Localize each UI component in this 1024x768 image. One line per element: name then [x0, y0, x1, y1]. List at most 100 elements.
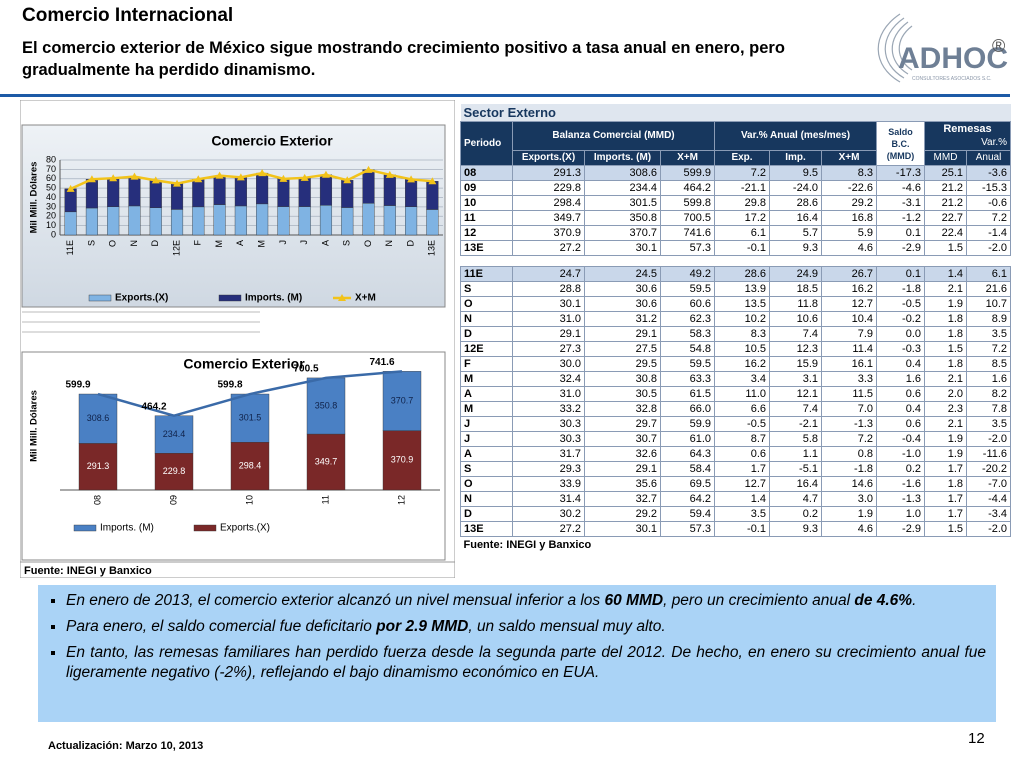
x-tick-label: A: [235, 240, 245, 246]
table-cell: 7.9: [821, 326, 877, 342]
table-cell: -17.3: [876, 165, 925, 181]
table-cell: 13.9: [714, 281, 770, 297]
table-cell: 0.1: [876, 225, 925, 241]
table-source: Fuente: INEGI y Banxico: [460, 536, 1011, 553]
table-title: Sector Externo: [460, 104, 1011, 122]
table-cell: 28.6: [714, 266, 770, 282]
table-cell: F: [460, 356, 513, 372]
y-tick-label: 80: [46, 154, 56, 164]
table-row: J 30.3 29.7 59.9 -0.5 -2.1 -1.3 0.6 2.1 3.5: [460, 416, 1012, 432]
x-tick-label: J: [299, 240, 309, 245]
table-row: 13E 27.2 30.1 57.3 -0.1 9.3 4.6 -2.9 1.5 -2.0: [460, 240, 1012, 256]
header-rule: [0, 94, 1010, 97]
table-cell: 9.5: [769, 165, 822, 181]
table-cell: 16.8: [821, 210, 877, 226]
table-cell: 8.3: [714, 326, 770, 342]
x-tick-label: 13E: [427, 240, 437, 256]
table-cell: 6.1: [965, 266, 1012, 282]
table-row: A 31.0 30.5 61.5 11.0 12.1 11.5 0.6 2.0 8.2: [460, 386, 1012, 402]
bar-segment: [85, 207, 98, 236]
table-cell: -15.3: [965, 180, 1012, 196]
table-cell: -5.1: [769, 461, 822, 477]
charts-panel: Fuente: INEGI y Banxico Comercio Exterio…: [20, 100, 455, 578]
marker: [428, 177, 437, 185]
table-cell: 10.6: [769, 311, 822, 327]
y-tick-label: 40: [46, 192, 56, 202]
table-cell: 8.3: [821, 165, 877, 181]
table-cell: -2.0: [965, 240, 1012, 256]
marker: [109, 174, 118, 182]
bullet-text: Para enero, el saldo comercial fue defic…: [66, 618, 377, 635]
table-cell: -20.2: [965, 461, 1012, 477]
bar-segment: [149, 207, 162, 236]
table-cell: 29.3: [512, 461, 585, 477]
table-cell: 10.4: [821, 311, 877, 327]
table-cell: 1.6: [965, 371, 1012, 387]
table-cell: 21.2: [924, 180, 967, 196]
legend-label: Exports.(X): [115, 293, 168, 304]
table-cell: 9.3: [769, 240, 822, 256]
header-cell: Anual: [965, 150, 1012, 166]
table-cell: 12.1: [769, 386, 822, 402]
table-cell: 10.2: [714, 311, 770, 327]
table-cell: 31.7: [512, 446, 585, 462]
bar-segment: [128, 176, 141, 207]
x-tick-label: O: [108, 240, 118, 247]
table-cell: 24.9: [769, 266, 822, 282]
table-row: D 29.1 29.1 58.3 8.3 7.4 7.9 0.0 1.8 3.5: [460, 326, 1012, 342]
x-tick-label: 12: [396, 495, 406, 505]
data-label: 370.7: [391, 395, 414, 405]
table-cell: 0.0: [876, 326, 925, 342]
table-cell: 08: [460, 165, 513, 181]
bar-segment: [298, 206, 311, 236]
table-cell: 7.0: [821, 401, 877, 417]
table-cell: 30.6: [584, 296, 661, 312]
table-cell: 26.7: [821, 266, 877, 282]
table-cell: 13E: [460, 521, 513, 537]
bullets-box: En enero de 2013, el comercio exterior a…: [38, 585, 996, 722]
bar-segment: [170, 209, 184, 236]
table-cell: 3.1: [769, 371, 822, 387]
header-cell: X+M: [821, 150, 877, 166]
table-cell: D: [460, 326, 513, 342]
table-cell: 61.5: [660, 386, 715, 402]
marker: [385, 170, 394, 178]
table-cell: 1.9: [924, 431, 967, 447]
table-cell: 6.6: [714, 401, 770, 417]
table-cell: -1.8: [821, 461, 877, 477]
x-tick-label: 08: [92, 495, 102, 505]
table-cell: 30.1: [584, 521, 661, 537]
bar-segment: [306, 433, 346, 491]
legend-label: Imports. (M): [100, 523, 154, 534]
table-cell: 21.2: [924, 195, 967, 211]
table-cell: -4.4: [965, 491, 1012, 507]
table-cell: 6.1: [714, 225, 770, 241]
table-cell: -1.0: [876, 446, 925, 462]
table-cell: -3.1: [876, 195, 925, 211]
table-cell: 1.5: [924, 521, 967, 537]
table-row: D 30.2 29.2 59.4 3.5 0.2 1.9 1.0 1.7 -3.4: [460, 506, 1012, 522]
table-cell: 12: [460, 225, 513, 241]
table-cell: 59.4: [660, 506, 715, 522]
table-cell: -0.1: [714, 521, 770, 537]
table-cell: 1.8: [924, 476, 967, 492]
table-cell: 27.2: [512, 521, 585, 537]
table-cell: S: [460, 281, 513, 297]
table-cell: 22.7: [924, 210, 967, 226]
table-cell: 4.6: [821, 240, 877, 256]
bullet: En enero de 2013, el comercio exterior a…: [66, 591, 986, 611]
table-cell: 1.1: [769, 446, 822, 462]
table-cell: 21.6: [965, 281, 1012, 297]
table-cell: 31.4: [512, 491, 585, 507]
bar-segment: [149, 180, 162, 208]
table-cell: 308.6: [584, 165, 661, 181]
bar-segment: [213, 175, 226, 205]
bar-segment: [128, 205, 141, 236]
table-cell: A: [460, 386, 513, 402]
data-label: 350.8: [315, 400, 338, 410]
table-cell: 29.2: [821, 195, 877, 211]
table-cell: -11.6: [965, 446, 1012, 462]
legend-swatch: [193, 524, 217, 532]
bullet-list: En enero de 2013, el comercio exterior a…: [48, 591, 986, 683]
table-cell: 11E: [460, 266, 513, 282]
